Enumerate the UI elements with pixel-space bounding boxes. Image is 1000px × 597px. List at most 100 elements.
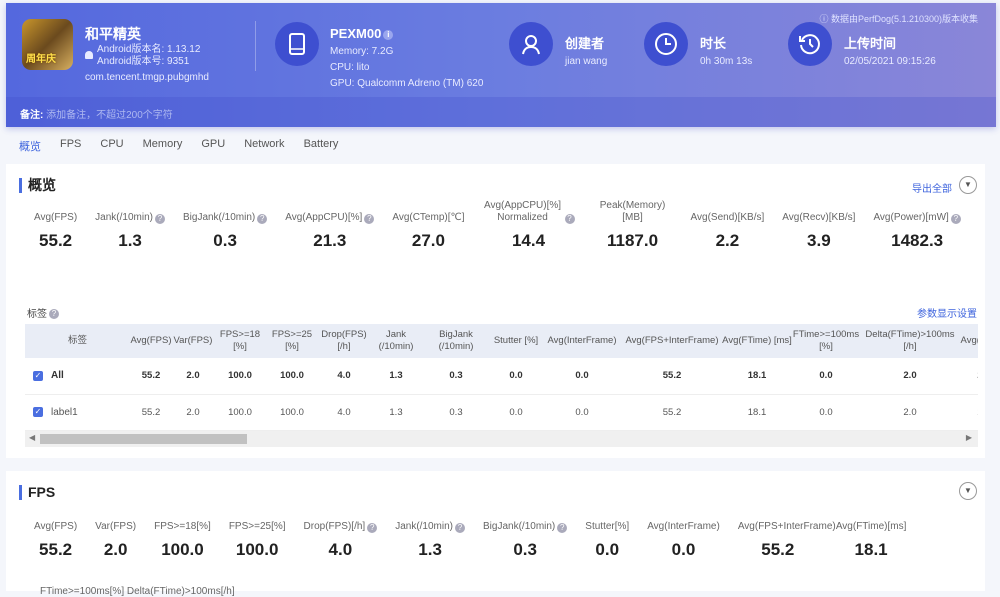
note-bar[interactable]: 备注: 添加备注，不超过200个字符 <box>6 97 996 127</box>
stat-label-text: Avg(CTemp)[℃] <box>392 212 465 223</box>
stat-2: BigJank(/10min)? 0.3 <box>183 198 268 251</box>
column-header[interactable]: Avg(FPS+InterFrame) <box>622 324 722 358</box>
report-header: 周年庆 和平精英 Android版本名: 1.13.12 Android版本号: … <box>6 3 996 127</box>
stat-label: BigJank(/10min)? <box>483 507 568 533</box>
table-cell: 55.2 <box>622 394 722 431</box>
stat-label: BigJank(/10min)? <box>183 198 268 224</box>
collapse-icon[interactable]: ▼ <box>959 482 977 500</box>
help-icon[interactable]: ? <box>257 214 268 224</box>
stat-0: Avg(FPS) 55.2 <box>34 198 77 251</box>
stat-2: FPS>=18[%] 100.0 <box>154 507 211 560</box>
stat-4: Avg(CTemp)[℃] 27.0 <box>392 198 464 251</box>
scroll-right-icon[interactable]: ▶ <box>965 433 972 442</box>
fps-stats: Avg(FPS) 55.2 Var(FPS) 2.0 FPS>=18[%] 100.0 FP… <box>34 507 924 560</box>
help-icon[interactable]: ? <box>557 523 568 533</box>
stat-label-text: Avg(FPS) <box>34 212 78 223</box>
stat-label: Avg(FTime)[ms] <box>836 507 907 533</box>
stat-9: Avg(FPS+InterFrame) 55.2 <box>737 507 836 560</box>
stat-label: Var(FPS) <box>95 507 136 533</box>
table-cell: 1.3 <box>370 394 422 431</box>
tab-memory[interactable]: Memory <box>142 138 183 150</box>
column-header[interactable]: Avg(A [% <box>960 324 978 358</box>
stat-label-text: Avg(FPS) <box>34 521 78 532</box>
stat-value: 1.3 <box>118 231 142 250</box>
stat-value: 0.3 <box>213 231 237 250</box>
table-cell: 2 <box>960 358 978 395</box>
stat-label: FPS>=25[%] <box>229 507 286 533</box>
scroll-left-icon[interactable]: ◀ <box>29 433 36 442</box>
info-icon[interactable]: i <box>383 29 394 40</box>
help-icon[interactable]: ? <box>154 214 165 224</box>
tab-gpu[interactable]: GPU <box>201 138 226 150</box>
stat-label-text: Avg(FPS+InterFrame) <box>737 521 836 532</box>
help-icon[interactable]: ? <box>364 214 375 224</box>
tab-overview[interactable]: 概览 <box>19 141 41 153</box>
row-label: ✓ label1 <box>25 394 130 431</box>
tab-battery[interactable]: Battery <box>303 138 339 150</box>
help-icon[interactable]: ? <box>564 214 575 224</box>
help-icon[interactable]: ? <box>367 523 378 533</box>
column-header[interactable]: Avg(FPS) <box>130 324 172 358</box>
row-checkbox[interactable]: ✓ <box>33 406 43 417</box>
column-header[interactable]: 标签 <box>25 324 130 358</box>
device-specs: Memory: 7.2G CPU: lito GPU: Qualcomm Adren… <box>330 44 483 92</box>
table-cell: 0.0 <box>490 394 542 431</box>
stat-6: BigJank(/10min)? 0.3 <box>483 507 568 560</box>
app-icon-lettering: 周年庆 <box>26 54 56 65</box>
stat-value: 1.3 <box>418 540 442 559</box>
stat-value: 0.3 <box>513 540 537 559</box>
scrollbar-thumb[interactable] <box>40 434 247 444</box>
stat-value: 14.4 <box>511 231 546 250</box>
column-header[interactable]: Avg(InterFrame) <box>542 324 622 358</box>
stat-value: 100.0 <box>161 540 204 559</box>
column-header[interactable]: Stutter [%] <box>490 324 542 358</box>
column-header[interactable]: Drop(FPS) [/h] <box>318 324 370 358</box>
upload-label: 上传时间 <box>844 36 897 51</box>
table-cell: 0.0 <box>542 394 622 431</box>
help-icon[interactable]: ? <box>49 309 59 320</box>
display-settings-link[interactable]: 参数显示设置 <box>917 309 977 320</box>
labels-heading: 标签? <box>27 305 59 320</box>
collapse-icon[interactable]: ▼ <box>959 176 977 194</box>
tab-cpu[interactable]: CPU <box>100 138 124 150</box>
column-header[interactable]: BigJank (/10min) <box>422 324 490 358</box>
stat-value: 18.1 <box>854 540 888 559</box>
stat-label: Jank(/10min)? <box>395 507 466 533</box>
table-cell: 0.0 <box>490 358 542 395</box>
device-gpu: GPU: Qualcomm Adreno (TM) 620 <box>330 78 484 89</box>
table-cell: 2.0 <box>860 358 960 395</box>
export-all-link[interactable]: 导出全部 <box>912 184 952 195</box>
table-cell: 2.0 <box>172 394 214 431</box>
row-checkbox[interactable]: ✓ <box>33 370 43 381</box>
stat-7: Avg(Send)[KB/s] 2.2 <box>691 198 765 251</box>
column-header[interactable]: Avg(FTime) [ms] <box>722 324 792 358</box>
column-header[interactable]: FPS>=18 [%] <box>214 324 266 358</box>
stat-label: Avg(FPS+InterFrame) <box>737 507 836 533</box>
note-input[interactable]: 添加备注，不超过200个字符 <box>46 110 173 121</box>
help-icon[interactable]: ? <box>455 523 466 533</box>
horizontal-scrollbar[interactable]: ◀ ▶ <box>25 431 978 447</box>
row-label-text: label1 <box>51 406 78 418</box>
column-header[interactable]: Delta(FTime)>100ms [/h] <box>860 324 960 358</box>
column-header[interactable]: Jank (/10min) <box>370 324 422 358</box>
stat-label: Avg(AppCPU)[%]? <box>285 198 375 224</box>
stat-0: Avg(FPS) 55.2 <box>34 507 77 560</box>
device-memory: Memory: 7.2G <box>330 46 394 57</box>
version-code: Android版本号: 9351 <box>97 56 190 67</box>
help-icon[interactable]: ? <box>950 214 961 224</box>
tab-fps[interactable]: FPS <box>60 138 82 150</box>
column-header[interactable]: Var(FPS) <box>172 324 214 358</box>
stat-label: Avg(CTemp)[℃] <box>392 198 464 224</box>
duration-value: 0h 30m 13s <box>700 56 753 67</box>
app-package: com.tencent.tmgp.pubgmhd <box>85 72 209 83</box>
tab-network[interactable]: Network <box>244 138 285 150</box>
phone-icon <box>275 22 319 66</box>
column-header[interactable]: FTime>=100ms [%] <box>792 324 860 358</box>
table-cell: 100.0 <box>214 394 266 431</box>
labels-title: 标签 <box>27 309 47 320</box>
stat-value: 2.2 <box>715 231 740 250</box>
table-cell: 100.0 <box>214 358 266 395</box>
stat-label: Avg(Send)[KB/s] <box>691 198 765 224</box>
stat-label: Peak(Memory)[MB] <box>593 198 673 224</box>
column-header[interactable]: FPS>=25 [%] <box>266 324 318 358</box>
